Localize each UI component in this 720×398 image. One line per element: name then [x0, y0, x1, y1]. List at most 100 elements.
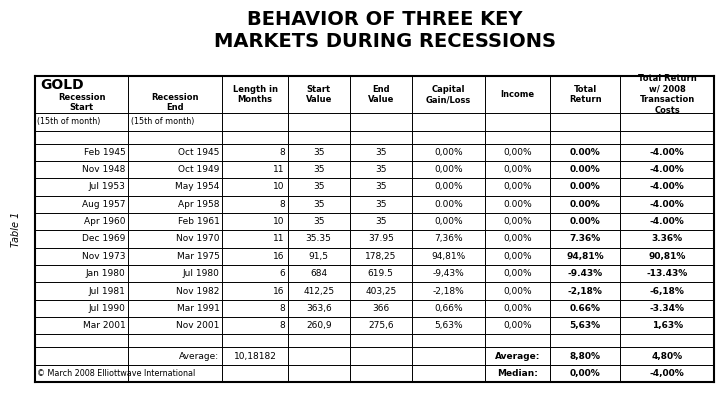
Text: 5,63%: 5,63%	[570, 321, 601, 330]
Text: 0.00%: 0.00%	[503, 200, 532, 209]
Text: 35.35: 35.35	[306, 234, 332, 244]
Text: 10: 10	[274, 182, 285, 191]
Text: Aug 1957: Aug 1957	[82, 200, 125, 209]
Text: Capital
Gain/Loss: Capital Gain/Loss	[426, 85, 471, 104]
Text: -2,18%: -2,18%	[433, 287, 464, 295]
Text: May 1954: May 1954	[175, 182, 220, 191]
Text: Feb 1961: Feb 1961	[178, 217, 220, 226]
Text: 8: 8	[279, 304, 285, 313]
Text: 0,00%: 0,00%	[434, 148, 463, 157]
Text: Apr 1960: Apr 1960	[84, 217, 125, 226]
Text: Jul 1981: Jul 1981	[89, 287, 125, 295]
Text: 35: 35	[313, 182, 325, 191]
Text: Jul 1990: Jul 1990	[89, 304, 125, 313]
Text: 10: 10	[274, 217, 285, 226]
Text: Average:: Average:	[179, 351, 220, 361]
Text: 35: 35	[375, 182, 387, 191]
Text: -9,43%: -9,43%	[433, 269, 464, 278]
Text: -13.43%: -13.43%	[647, 269, 688, 278]
Text: 0.00%: 0.00%	[570, 148, 600, 157]
Text: 363,6: 363,6	[306, 304, 332, 313]
Text: 3.36%: 3.36%	[652, 234, 683, 244]
Text: 11: 11	[274, 165, 285, 174]
Text: Length in
Months: Length in Months	[233, 85, 277, 104]
Text: 16: 16	[274, 252, 285, 261]
Text: -3.34%: -3.34%	[649, 304, 685, 313]
Text: Oct 1949: Oct 1949	[178, 165, 220, 174]
Text: 0.00%: 0.00%	[570, 165, 600, 174]
Text: 6: 6	[279, 269, 285, 278]
Text: 0,00%: 0,00%	[503, 269, 532, 278]
Text: 260,9: 260,9	[306, 321, 331, 330]
Text: Apr 1958: Apr 1958	[178, 200, 220, 209]
Text: 7,36%: 7,36%	[434, 234, 463, 244]
Text: 1,63%: 1,63%	[652, 321, 683, 330]
Text: 5,63%: 5,63%	[434, 321, 463, 330]
Text: -4.00%: -4.00%	[650, 217, 685, 226]
Text: Jul 1953: Jul 1953	[89, 182, 125, 191]
Text: 35: 35	[375, 165, 387, 174]
Text: Nov 1982: Nov 1982	[176, 287, 220, 295]
Text: 7.36%: 7.36%	[570, 234, 601, 244]
Text: 0,00%: 0,00%	[503, 148, 532, 157]
Text: 94,81%: 94,81%	[567, 252, 604, 261]
Text: 8,80%: 8,80%	[570, 351, 600, 361]
Text: 0.00%: 0.00%	[570, 182, 600, 191]
Text: 35: 35	[313, 165, 325, 174]
Text: End
Value: End Value	[368, 85, 394, 104]
Text: 0,00%: 0,00%	[434, 217, 463, 226]
Text: 178,25: 178,25	[365, 252, 397, 261]
Text: 0,66%: 0,66%	[434, 304, 463, 313]
Text: 35: 35	[375, 148, 387, 157]
Text: Nov 2001: Nov 2001	[176, 321, 220, 330]
Text: Total
Return: Total Return	[569, 85, 602, 104]
Text: -4.00%: -4.00%	[650, 200, 685, 209]
Text: 403,25: 403,25	[365, 287, 397, 295]
Text: 0,00%: 0,00%	[503, 304, 532, 313]
Text: 0,00%: 0,00%	[570, 369, 600, 378]
Text: Oct 1945: Oct 1945	[178, 148, 220, 157]
Text: -2,18%: -2,18%	[568, 287, 603, 295]
Text: 0,00%: 0,00%	[503, 287, 532, 295]
Text: Table 1: Table 1	[11, 211, 21, 246]
Text: Nov 1948: Nov 1948	[82, 165, 125, 174]
Text: 35: 35	[375, 200, 387, 209]
Text: Jan 1980: Jan 1980	[86, 269, 125, 278]
Text: Nov 1970: Nov 1970	[176, 234, 220, 244]
Text: 0,00%: 0,00%	[503, 182, 532, 191]
Text: 619.5: 619.5	[368, 269, 394, 278]
Text: Start
Value: Start Value	[305, 85, 332, 104]
Text: 94,81%: 94,81%	[431, 252, 466, 261]
Text: -9.43%: -9.43%	[568, 269, 603, 278]
Text: 684: 684	[310, 269, 328, 278]
Text: GOLD: GOLD	[40, 78, 84, 92]
Text: 16: 16	[274, 287, 285, 295]
Text: 8: 8	[279, 321, 285, 330]
Text: 35: 35	[375, 217, 387, 226]
Text: Total Return
w/ 2008
Transaction
Costs: Total Return w/ 2008 Transaction Costs	[638, 74, 697, 115]
Text: Median:: Median:	[498, 369, 538, 378]
Text: Nov 1973: Nov 1973	[82, 252, 125, 261]
Text: © March 2008 Elliottwave International: © March 2008 Elliottwave International	[37, 369, 196, 378]
Text: 0.66%: 0.66%	[570, 304, 600, 313]
Text: 91,5: 91,5	[309, 252, 329, 261]
Text: Jul 1980: Jul 1980	[183, 269, 220, 278]
Text: 35: 35	[313, 217, 325, 226]
Text: 35: 35	[313, 200, 325, 209]
Text: 35: 35	[313, 148, 325, 157]
Text: 0,00%: 0,00%	[434, 182, 463, 191]
Text: (15th of month): (15th of month)	[131, 117, 194, 127]
Text: Feb 1945: Feb 1945	[84, 148, 125, 157]
Text: -4.00%: -4.00%	[650, 148, 685, 157]
Text: Recession
Start: Recession Start	[58, 93, 105, 112]
Text: 0.00%: 0.00%	[434, 200, 463, 209]
Text: 11: 11	[274, 234, 285, 244]
Text: -6,18%: -6,18%	[650, 287, 685, 295]
Text: Dec 1969: Dec 1969	[82, 234, 125, 244]
Text: -4.00%: -4.00%	[650, 165, 685, 174]
Text: (15th of month): (15th of month)	[37, 117, 101, 127]
Text: Income: Income	[500, 90, 535, 99]
Text: MARKETS DURING RECESSIONS: MARKETS DURING RECESSIONS	[215, 32, 557, 51]
Text: 0.00%: 0.00%	[570, 200, 600, 209]
Text: 10,18182: 10,18182	[233, 351, 276, 361]
